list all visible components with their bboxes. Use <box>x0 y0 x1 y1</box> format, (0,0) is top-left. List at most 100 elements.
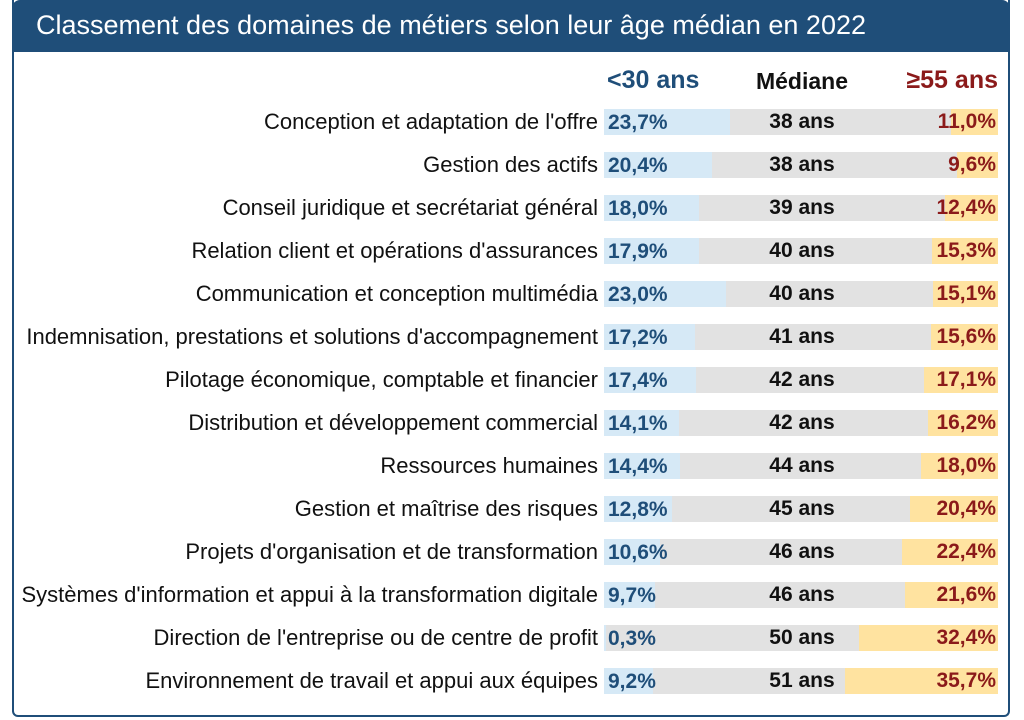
median-age-value: 38 ans <box>769 110 835 133</box>
median-age-value: 45 ans <box>769 497 835 520</box>
over-55-bar <box>950 109 998 135</box>
under-30-value: 17,9% <box>608 240 668 263</box>
under-30-bar <box>604 496 672 522</box>
table-row: Systèmes d'information et appui à la tra… <box>0 580 1024 610</box>
over-55-value: 22,4% <box>936 540 996 563</box>
median-age-value: 44 ans <box>769 454 835 477</box>
under-30-value: 0,3% <box>608 627 656 650</box>
under-30-value: 20,4% <box>608 154 668 177</box>
table-row: Pilotage économique, comptable et financ… <box>0 365 1024 395</box>
under-30-value: 14,4% <box>608 455 668 478</box>
under-30-value: 12,8% <box>608 498 668 521</box>
over-55-bar <box>944 195 998 221</box>
median-track <box>604 625 998 651</box>
table-row: Gestion des actifs 20,4% 38 ans 9,6% <box>0 150 1024 180</box>
table-row: Indemnisation, prestations et solutions … <box>0 322 1024 352</box>
over-55-bar <box>910 496 998 522</box>
row-label: Conception et adaptation de l'offre <box>263 109 598 134</box>
table-row: Relation client et opérations d'assuranc… <box>0 236 1024 266</box>
under-30-value: 23,0% <box>608 283 668 306</box>
row-label: Conseil juridique et secrétariat général <box>222 195 598 220</box>
column-header-under-30: <30 ans <box>607 66 700 94</box>
under-30-bar <box>604 238 699 264</box>
table-row: Direction de l'entreprise ou de centre d… <box>0 623 1024 653</box>
under-30-bar <box>604 539 661 565</box>
row-label: Relation client et opérations d'assuranc… <box>191 238 598 263</box>
over-55-bar <box>930 324 998 350</box>
row-label: Ressources humaines <box>380 453 598 478</box>
over-55-bar <box>905 582 998 608</box>
over-55-value: 20,4% <box>936 497 996 520</box>
over-55-value: 12,4% <box>936 196 996 219</box>
under-30-value: 17,2% <box>608 326 668 349</box>
median-track <box>604 367 998 393</box>
under-30-bar <box>604 152 713 178</box>
median-track <box>604 195 998 221</box>
median-track <box>604 109 998 135</box>
under-30-bar <box>604 453 681 479</box>
under-30-value: 14,1% <box>608 412 668 435</box>
median-age-value: 40 ans <box>769 282 835 305</box>
median-track <box>604 410 998 436</box>
table-row: Projets d'organisation et de transformat… <box>0 537 1024 567</box>
median-age-value: 51 ans <box>769 669 835 692</box>
table-row: Communication et conception multimédia 23… <box>0 279 1024 309</box>
over-55-value: 16,2% <box>936 411 996 434</box>
over-55-bar <box>956 152 998 178</box>
over-55-bar <box>858 625 998 651</box>
table-row: Environnement de travail et appui aux éq… <box>0 666 1024 696</box>
median-age-value: 41 ans <box>769 325 835 348</box>
table-row: Conception et adaptation de l'offre 23,7%… <box>0 107 1024 137</box>
over-55-bar <box>933 281 998 307</box>
row-label: Communication et conception multimédia <box>195 281 598 306</box>
under-30-value: 9,7% <box>608 584 656 607</box>
over-55-bar <box>901 539 998 565</box>
over-55-value: 18,0% <box>936 454 996 477</box>
over-55-value: 15,6% <box>936 325 996 348</box>
median-age-value: 46 ans <box>769 583 835 606</box>
under-30-value: 23,7% <box>608 111 668 134</box>
over-55-value: 9,6% <box>948 153 996 176</box>
row-label: Environnement de travail et appui aux éq… <box>145 668 598 693</box>
median-track <box>604 324 998 350</box>
column-header-55-plus: ≥55 ans <box>906 66 998 94</box>
under-30-bar <box>604 410 679 436</box>
table-row: Gestion et maîtrise des risques 12,8% 45 a… <box>0 494 1024 524</box>
over-55-value: 21,6% <box>936 583 996 606</box>
row-label: Gestion et maîtrise des risques <box>294 496 598 521</box>
title-bar: Classement des domaines de métiers selon… <box>12 0 1010 52</box>
table-row: Ressources humaines 14,4% 44 ans 18,0% <box>0 451 1024 481</box>
over-55-bar <box>928 410 998 436</box>
median-track <box>604 281 998 307</box>
median-age-value: 40 ans <box>769 239 835 262</box>
median-age-value: 50 ans <box>769 626 835 649</box>
median-track <box>604 496 998 522</box>
row-label: Distribution et développement commercial <box>188 410 598 435</box>
over-55-bar <box>924 367 998 393</box>
under-30-value: 10,6% <box>608 541 668 564</box>
chart-title: Classement des domaines de métiers selon… <box>36 10 866 40</box>
under-30-bar <box>604 367 697 393</box>
over-55-value: 35,7% <box>936 669 996 692</box>
median-track <box>604 668 998 694</box>
row-label: Direction de l'entreprise ou de centre d… <box>153 625 598 650</box>
over-55-value: 15,3% <box>936 239 996 262</box>
under-30-bar <box>604 281 726 307</box>
over-55-value: 17,1% <box>936 368 996 391</box>
row-label: Systèmes d'information et appui à la tra… <box>21 582 598 607</box>
table-row: Conseil juridique et secrétariat général… <box>0 193 1024 223</box>
row-label: Pilotage économique, comptable et financ… <box>165 367 598 392</box>
under-30-bar <box>604 582 656 608</box>
row-label: Indemnisation, prestations et solutions … <box>26 324 598 349</box>
under-30-value: 17,4% <box>608 369 668 392</box>
over-55-value: 11,0% <box>937 110 996 133</box>
over-55-value: 32,4% <box>936 626 996 649</box>
over-55-bar <box>844 668 998 694</box>
under-30-bar <box>604 109 730 135</box>
median-age-value: 42 ans <box>769 368 835 391</box>
under-30-value: 9,2% <box>608 670 656 693</box>
under-30-bar <box>604 625 606 651</box>
median-track <box>604 238 998 264</box>
row-label: Gestion des actifs <box>423 152 598 177</box>
median-track <box>604 152 998 178</box>
